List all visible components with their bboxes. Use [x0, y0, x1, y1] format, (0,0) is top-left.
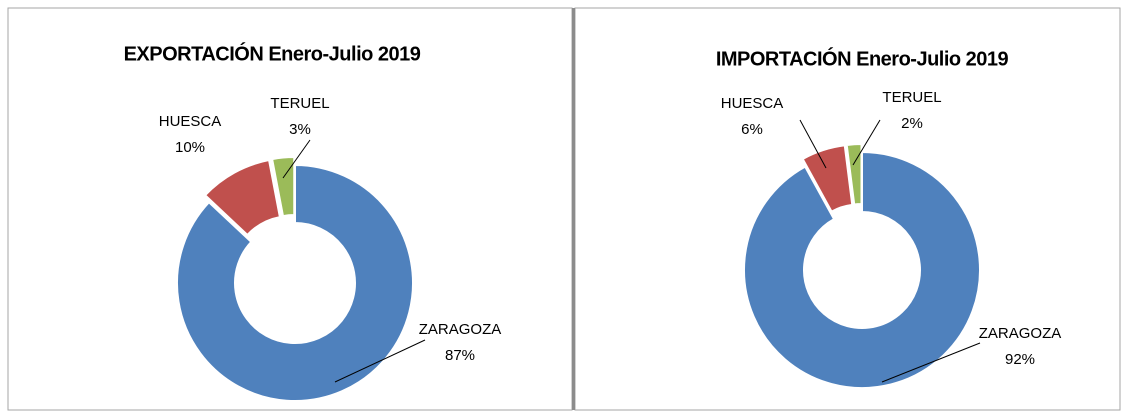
leader-line — [852, 119, 881, 166]
slice-value-label: 87% — [445, 347, 475, 364]
donut-slice — [845, 143, 863, 206]
slice-value-label: 10% — [175, 139, 205, 156]
slice-category-label: HUESCA — [159, 113, 222, 130]
slice-category-label: TERUEL — [270, 95, 329, 112]
leader-line — [282, 139, 311, 179]
chart-title: IMPORTACIÓN Enero-Julio 2019 — [716, 46, 1009, 70]
donut-slice — [175, 163, 414, 402]
leader-line — [334, 339, 426, 383]
slice-category-label: ZARAGOZA — [419, 321, 502, 338]
slice-value-label: 3% — [289, 121, 311, 138]
donut-slice — [801, 144, 854, 213]
donut-slice — [270, 156, 296, 218]
chart-title: EXPORTACIÓN Enero-Julio 2019 — [124, 41, 421, 65]
slice-category-label: ZARAGOZA — [979, 325, 1062, 342]
donut-slice — [203, 158, 282, 237]
slice-value-label: 2% — [901, 115, 923, 132]
leader-line — [881, 342, 981, 383]
slice-category-label: HUESCA — [721, 95, 784, 112]
leader-line — [799, 119, 827, 169]
slice-value-label: 92% — [1005, 351, 1035, 368]
donut-slice — [743, 150, 981, 389]
slice-value-label: 6% — [741, 121, 763, 138]
slice-category-label: TERUEL — [882, 89, 941, 106]
